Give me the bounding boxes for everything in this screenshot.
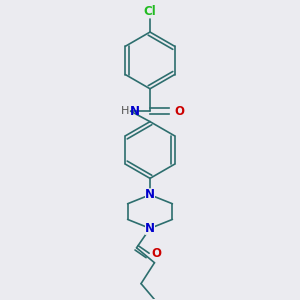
Text: Cl: Cl (144, 5, 156, 18)
Text: N: N (145, 222, 155, 235)
Text: H: H (121, 106, 130, 116)
Text: O: O (175, 105, 185, 118)
Text: O: O (152, 248, 161, 260)
Text: N: N (130, 105, 140, 118)
Text: N: N (145, 188, 155, 201)
